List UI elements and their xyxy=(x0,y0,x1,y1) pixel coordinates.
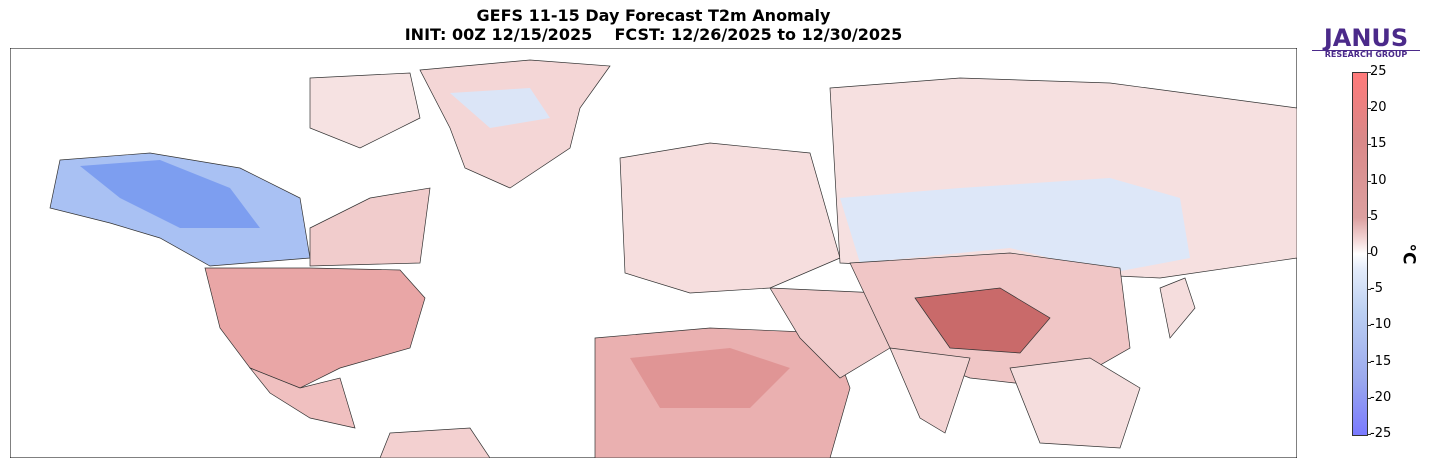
colorbar-tick xyxy=(1367,397,1371,399)
colorbar-tick-label: 15 xyxy=(1370,136,1387,152)
colorbar-tick xyxy=(1367,72,1371,73)
map-subtitle: INIT: 00Z 12/15/2025 FCST: 12/26/2025 to… xyxy=(404,25,903,44)
colorbar-tick xyxy=(1367,289,1371,291)
colorbar-tick-label: -25 xyxy=(1370,426,1392,441)
region-greenland-cold xyxy=(450,88,550,128)
colorbar xyxy=(1352,72,1368,436)
janus-logo: JANUS RESEARCH GROUP xyxy=(1312,26,1420,59)
region-arctic-islands xyxy=(309,72,421,149)
region-south-america xyxy=(379,427,491,458)
colorbar-tick-label: -10 xyxy=(1370,317,1392,333)
colorbar-tick xyxy=(1367,108,1371,110)
region-se-asia xyxy=(1009,357,1141,449)
region-sahara-core xyxy=(630,348,790,408)
region-mexico xyxy=(248,367,356,429)
colorbar-tick xyxy=(1367,325,1371,327)
colorbar-unit: °C xyxy=(1398,243,1419,265)
colorbar-tick-label: 10 xyxy=(1370,172,1387,188)
colorbar-tick-label: -15 xyxy=(1370,353,1392,369)
region-europe xyxy=(619,142,841,294)
colorbar-tick-label: -20 xyxy=(1370,389,1392,405)
region-tibet xyxy=(914,287,1051,354)
colorbar-tick-label: 5 xyxy=(1370,208,1379,224)
logo-name: JANUS xyxy=(1323,24,1409,52)
colorbar-tick xyxy=(1367,361,1371,363)
colorbar-tick xyxy=(1367,216,1371,218)
colorbar-tick-label: 0 xyxy=(1370,245,1379,260)
region-usa xyxy=(204,267,426,389)
colorbar-tick xyxy=(1367,180,1371,182)
colorbar-tick-label: -5 xyxy=(1370,281,1383,297)
region-siberia-cold xyxy=(840,178,1190,273)
colorbar-tick xyxy=(1367,253,1371,254)
region-japan xyxy=(1159,277,1196,339)
colorbar-tick xyxy=(1367,434,1371,435)
map-title: GEFS 11-15 Day Forecast T2m Anomaly xyxy=(476,6,831,25)
logo-subname: RESEARCH GROUP xyxy=(1312,50,1420,59)
region-india xyxy=(889,347,971,434)
region-alaska-core xyxy=(80,160,260,228)
colorbar-tick-label: 20 xyxy=(1370,100,1387,116)
region-middle-east xyxy=(769,287,891,379)
colorbar-tick-label: 25 xyxy=(1370,64,1387,79)
region-east-canada xyxy=(309,187,431,267)
colorbar-tick xyxy=(1367,144,1371,146)
anomaly-map xyxy=(10,48,1297,458)
